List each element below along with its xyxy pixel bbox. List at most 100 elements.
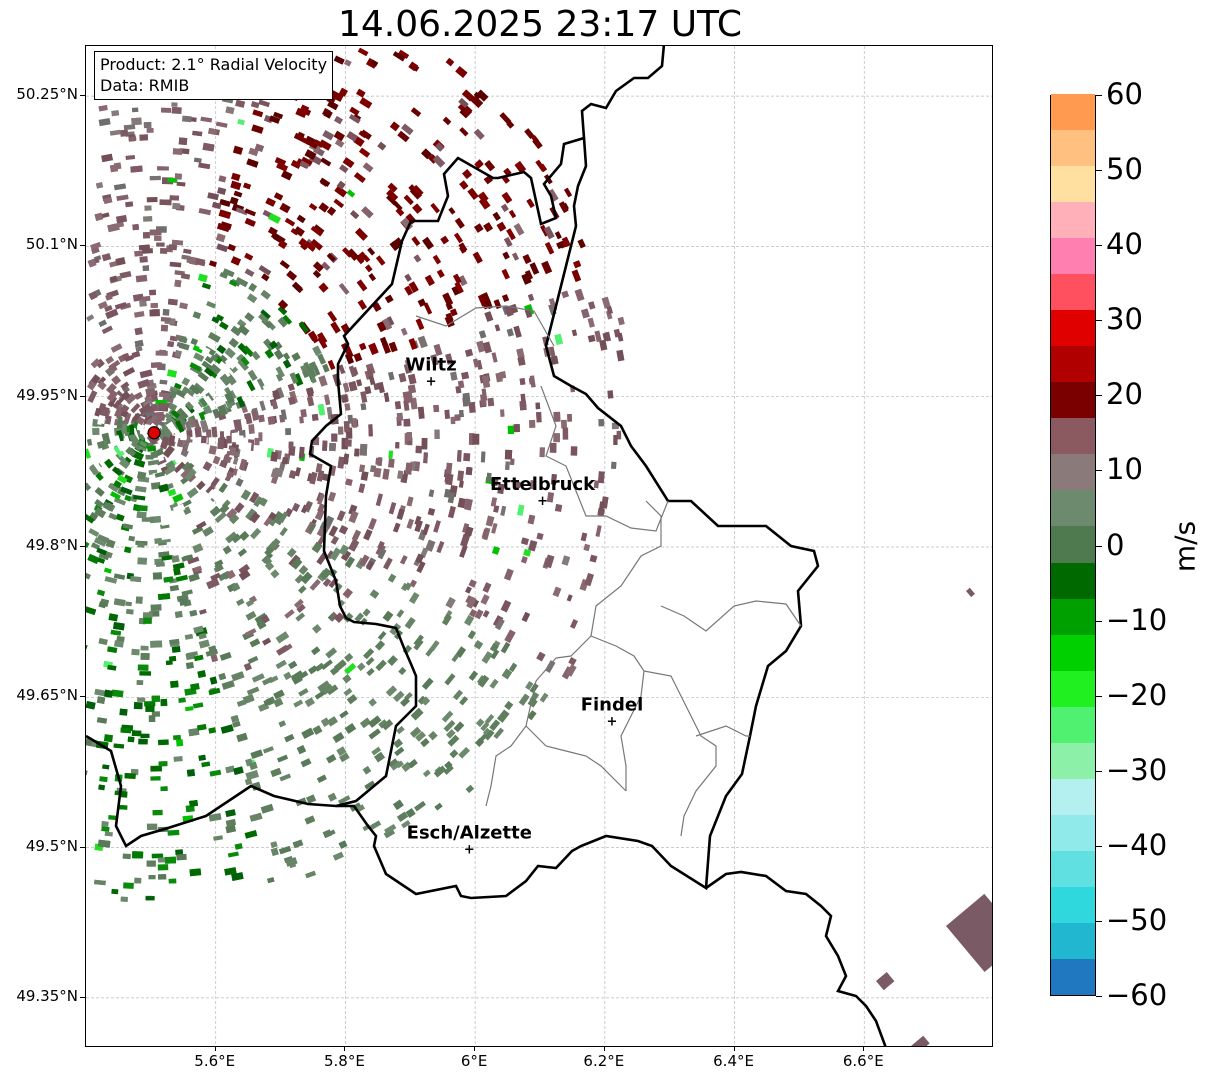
radar-echo-pixel (225, 508, 238, 520)
radar-echo-pixel (146, 196, 158, 203)
radar-echo-pixel (213, 835, 223, 841)
radar-echo-pixel (423, 302, 433, 315)
radar-echo-pixel (120, 791, 128, 798)
radar-echo-pixel (210, 572, 221, 581)
radar-echo-pixel (219, 459, 228, 469)
radar-echo-pixel (143, 612, 153, 619)
radar-echo-pixel (123, 412, 132, 425)
radar-echo-pixel (312, 261, 324, 273)
radar-echo-pixel (369, 589, 380, 599)
radar-echo-pixel (216, 243, 229, 253)
radar-echo-pixel (219, 321, 229, 330)
radar-echo-pixel (378, 719, 388, 729)
radar-echo-pixel (104, 576, 118, 584)
radar-echo-pixel (343, 453, 349, 465)
radar-echo-pixel (139, 256, 148, 263)
radar-echo-pixel (181, 115, 192, 123)
radar-echo-pixel (550, 473, 557, 485)
radar-echo-pixel (114, 640, 124, 648)
radar-echo-pixel (151, 309, 160, 314)
radar-echo-pixel (237, 319, 247, 328)
radar-echo-pixel (553, 411, 561, 423)
radar-echo-pixel (208, 727, 216, 734)
radar-echo-pixel (454, 414, 461, 421)
radar-echo-pixel (277, 316, 288, 328)
radar-echo-pixel (102, 501, 114, 512)
radar-echo-pixel (348, 381, 358, 392)
radar-echo-pixel (541, 260, 553, 275)
radar-echo-pixel (91, 542, 101, 550)
radar-echo-pixel (132, 851, 144, 859)
radar-echo-pixel (345, 478, 353, 487)
radar-echo-pixel (554, 504, 563, 512)
radar-echo-pixel (135, 274, 148, 283)
radar-echo-pixel (423, 769, 431, 778)
radar-echo-pixel (875, 972, 895, 991)
radar-echo-pixel (279, 202, 291, 214)
radar-echo-pixel (199, 344, 211, 354)
radar-echo-pixel (332, 851, 344, 861)
radar-echo-pixel (86, 700, 96, 710)
radar-echo-pixel (346, 131, 359, 142)
radar-echo-pixel (169, 584, 179, 592)
radar-echo-pixel (397, 470, 404, 480)
radar-echo-pixel (287, 383, 295, 392)
radar-echo-pixel (473, 358, 479, 368)
radar-echo-pixel (138, 738, 148, 745)
radar-echo-pixel (379, 336, 388, 346)
radar-echo-pixel (338, 544, 349, 556)
radar-echo-pixel (288, 660, 298, 670)
radar-echo-pixel (249, 761, 258, 770)
radar-echo-pixel (110, 491, 121, 500)
radar-echo-pixel (242, 345, 255, 358)
radar-echo-pixel (228, 337, 239, 349)
radar-echo-pixel (487, 397, 495, 407)
radar-echo-pixel (171, 555, 180, 563)
radar-echo-pixel (120, 727, 132, 734)
radar-echo-pixel (292, 839, 304, 849)
colorbar-tick-label: 0 (1106, 527, 1125, 562)
radar-echo-pixel (451, 285, 460, 296)
radar-echo-pixel (86, 769, 88, 776)
radar-echo-pixel (94, 537, 107, 547)
radar-echo-pixel (157, 166, 169, 171)
radar-echo-pixel (150, 776, 161, 781)
radar-echo-pixel (251, 351, 261, 361)
radar-echo-pixel (549, 442, 557, 453)
radar-echo-pixel (111, 343, 123, 353)
radar-echo-pixel (441, 710, 454, 723)
radar-echo-pixel (172, 562, 185, 570)
radar-echo-pixel (284, 733, 295, 743)
radar-echo-pixel (501, 191, 513, 204)
radar-echo-pixel (238, 569, 251, 581)
country-border-germany-south (705, 870, 887, 1046)
radar-echo-pixel (98, 784, 105, 791)
radar-echo-pixel (343, 687, 353, 697)
radar-echo-pixel (312, 624, 322, 634)
radar-echo-pixel (161, 107, 171, 113)
radar-echo-pixel (120, 390, 131, 401)
radar-echo-pixel (336, 510, 346, 522)
radar-echo-pixel (108, 333, 121, 343)
radar-echo-pixel (225, 809, 236, 818)
radar-echo-pixel (489, 678, 499, 689)
radar-echo-pixel (146, 338, 158, 345)
radar-echo-pixel (198, 632, 207, 640)
radar-echo-pixel (421, 148, 433, 160)
radar-echo-pixel (184, 633, 194, 640)
radar-echo-pixel (320, 157, 332, 167)
radar-echo-pixel (377, 631, 387, 641)
radar-echo-pixel (210, 654, 219, 663)
radar-echo-pixel (550, 355, 559, 365)
radar-echo-pixel (251, 409, 259, 421)
radar-echo-pixel (186, 442, 194, 455)
radar-echo-pixel (113, 743, 125, 749)
radar-echo-pixel (333, 198, 345, 209)
radar-echo-pixel (282, 359, 292, 369)
radar-echo-pixel (148, 715, 156, 723)
radar-echo-pixel (145, 404, 158, 413)
radar-echo-pixel (116, 430, 124, 442)
radar-echo-pixel (558, 201, 569, 213)
radar-echo-pixel (334, 612, 345, 623)
radar-echo-pixel (87, 553, 100, 565)
